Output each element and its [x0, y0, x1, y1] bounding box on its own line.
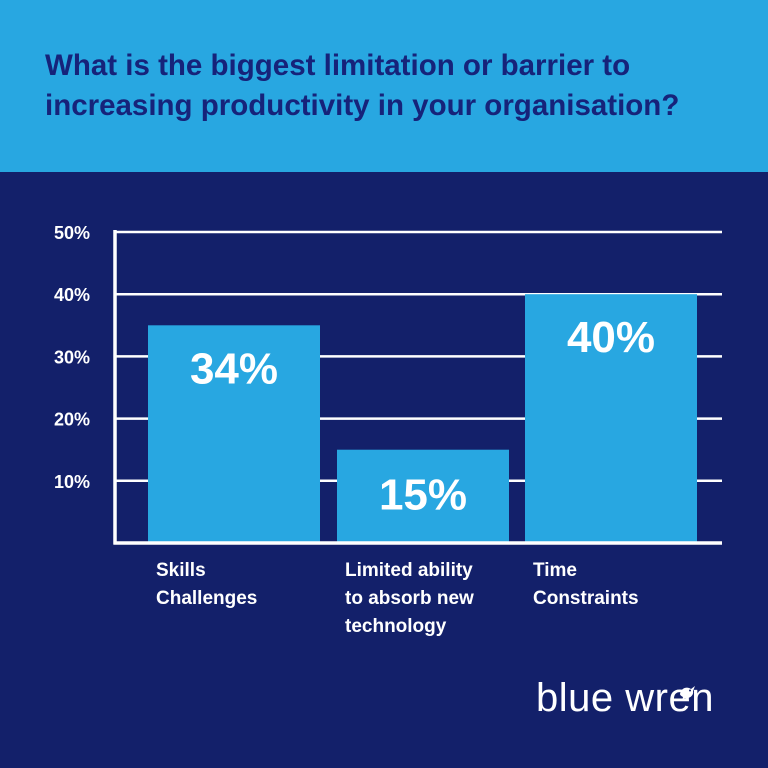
y-tick-label: 50% [54, 223, 90, 243]
bar [337, 449, 509, 543]
y-tick-label: 40% [54, 285, 90, 305]
page-title: What is the biggest limitation or barrie… [45, 49, 680, 122]
category-label: Limited ability to absorb new technology [345, 557, 474, 641]
category-label-line: Challenges [156, 588, 258, 609]
category-label-line: technology [345, 616, 447, 637]
bar [525, 294, 697, 543]
bar-chart: 10% 20% 30% 40% 50% 34% 15% 40% [54, 223, 722, 545]
y-tick-label: 20% [54, 410, 90, 430]
header-banner: What is the biggest limitation or barrie… [0, 0, 768, 172]
y-tick-label: 10% [54, 472, 90, 492]
y-tick-label: 30% [54, 347, 90, 367]
data-label: 15% [379, 471, 467, 520]
bird-icon [680, 686, 695, 701]
category-label-line: Time [533, 560, 578, 581]
data-label: 40% [567, 313, 655, 362]
data-label: 34% [190, 344, 278, 393]
bar [148, 325, 320, 543]
category-label: Skills Challenges [156, 557, 257, 613]
category-label-line: to absorb new [345, 588, 474, 609]
category-label-line: Constraints [533, 588, 639, 609]
category-label-line: Limited ability [345, 560, 473, 581]
category-label-line: Skills [156, 560, 206, 581]
category-label: Time Constraints [533, 557, 639, 613]
